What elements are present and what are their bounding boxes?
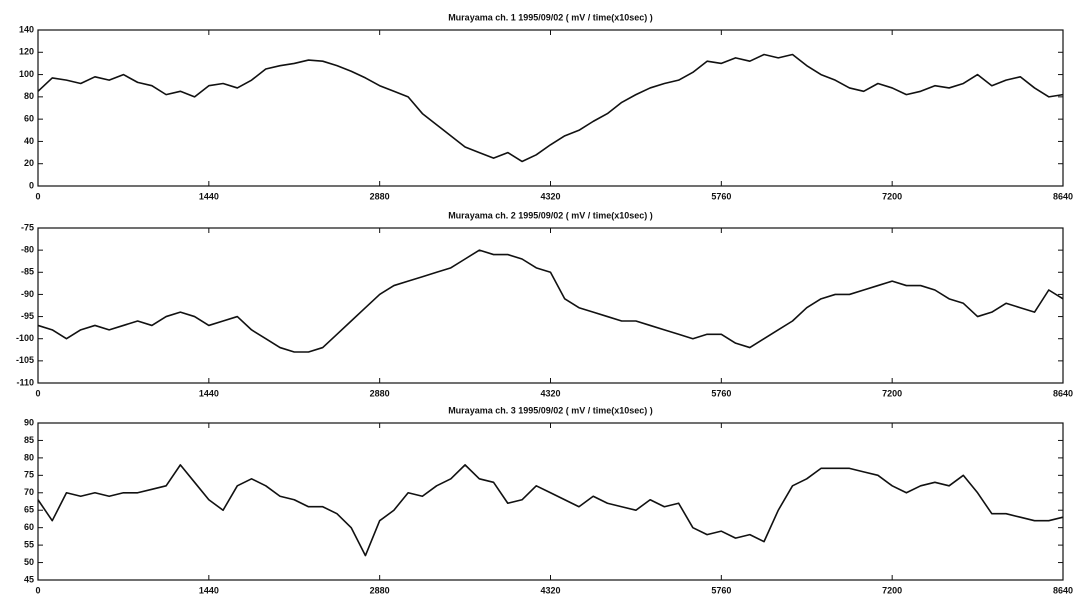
x-tick-label: 2880 <box>370 585 390 595</box>
y-tick-label: 140 <box>19 24 34 34</box>
x-tick-label: 1440 <box>199 388 219 398</box>
y-tick-label: 60 <box>24 114 34 124</box>
y-tick-label: 20 <box>24 158 34 168</box>
x-tick-label: 7200 <box>882 191 902 201</box>
y-tick-label: 40 <box>24 136 34 146</box>
data-line <box>37 464 1064 557</box>
x-tick-label: 4320 <box>540 388 560 398</box>
x-tick-label: 5760 <box>711 191 731 201</box>
y-tick-label: 55 <box>24 539 34 549</box>
chart-title: Murayama ch. 2 1995/09/02 ( mV / time(x1… <box>448 210 653 220</box>
chart-title: Murayama ch. 1 1995/09/02 ( mV / time(x1… <box>448 12 653 22</box>
y-tick-label: -105 <box>16 355 34 365</box>
x-tick-label: 7200 <box>882 388 902 398</box>
y-tick-label: 80 <box>24 452 34 462</box>
plot-frame <box>37 422 1064 581</box>
x-tick-label: 2880 <box>370 388 390 398</box>
y-tick-label: 70 <box>24 487 34 497</box>
data-line <box>37 53 1064 163</box>
y-tick-label: 45 <box>24 574 34 584</box>
x-tick-label: 0 <box>35 191 40 201</box>
x-tick-label: 8640 <box>1053 585 1073 595</box>
chart-title: Murayama ch. 3 1995/09/02 ( mV / time(x1… <box>448 405 653 415</box>
y-tick-label: 120 <box>19 47 34 57</box>
y-tick-label: -95 <box>21 311 34 321</box>
x-tick-label: 2880 <box>370 191 390 201</box>
y-tick-label: -90 <box>21 289 34 299</box>
x-tick-label: 5760 <box>711 388 731 398</box>
y-tick-label: -100 <box>16 333 34 343</box>
y-tick-label: -110 <box>16 377 34 387</box>
x-tick-label: 8640 <box>1053 388 1073 398</box>
y-tick-label: 80 <box>24 91 34 101</box>
y-tick-label: 60 <box>24 522 34 532</box>
y-tick-label: -80 <box>21 245 34 255</box>
plot-frame <box>37 29 1064 187</box>
x-tick-label: 4320 <box>540 191 560 201</box>
data-line <box>37 249 1064 353</box>
y-tick-label: 65 <box>24 505 34 515</box>
y-tick-label: 85 <box>24 435 34 445</box>
y-tick-label: 100 <box>19 69 34 79</box>
x-tick-label: 1440 <box>199 191 219 201</box>
x-tick-label: 0 <box>35 585 40 595</box>
y-tick-label: 90 <box>24 417 34 427</box>
x-tick-label: 8640 <box>1053 191 1073 201</box>
y-tick-label: 50 <box>24 557 34 567</box>
x-tick-label: 5760 <box>711 585 731 595</box>
y-tick-label: 75 <box>24 470 34 480</box>
y-tick-label: 0 <box>29 180 34 190</box>
x-tick-label: 7200 <box>882 585 902 595</box>
x-tick-label: 1440 <box>199 585 219 595</box>
y-tick-label: -75 <box>21 222 34 232</box>
x-tick-label: 0 <box>35 388 40 398</box>
y-tick-label: -85 <box>21 267 34 277</box>
plot-frame <box>37 227 1064 384</box>
x-tick-label: 4320 <box>540 585 560 595</box>
